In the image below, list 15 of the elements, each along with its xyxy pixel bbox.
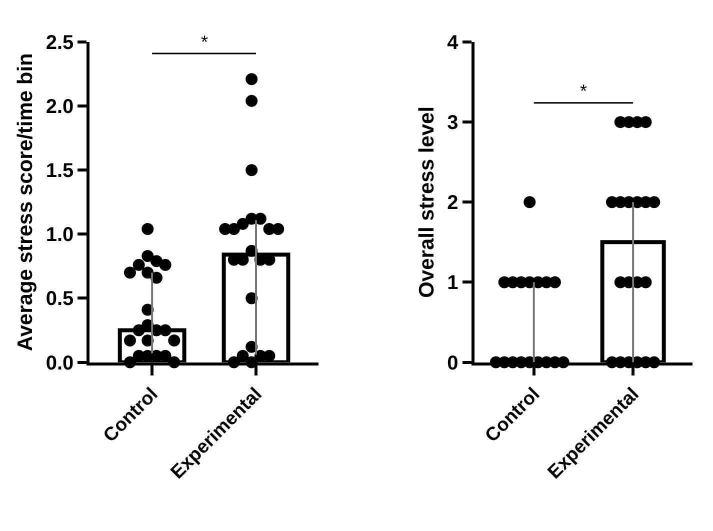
y-tick-label: 4 xyxy=(447,32,460,54)
y-tick-label: 0 xyxy=(447,352,458,374)
y-tick-label: 2.5 xyxy=(46,32,74,54)
y-tick-label: 1.0 xyxy=(46,224,74,246)
y-tick-label: 1.5 xyxy=(46,160,74,182)
y-axis-title: Average stress score/time bin xyxy=(14,53,38,352)
y-tick-label: 2 xyxy=(447,192,458,214)
y-tick-label: 1 xyxy=(447,272,458,294)
annotation: * xyxy=(580,81,588,101)
annotation: * xyxy=(201,32,208,52)
y-tick-label: 2.0 xyxy=(46,96,74,118)
y-tick-label: 0.5 xyxy=(46,288,74,310)
y-axis-title: Overall stress level xyxy=(415,106,438,298)
y-tick-label: 3 xyxy=(447,112,458,134)
y-tick-label: 0.0 xyxy=(46,352,74,374)
